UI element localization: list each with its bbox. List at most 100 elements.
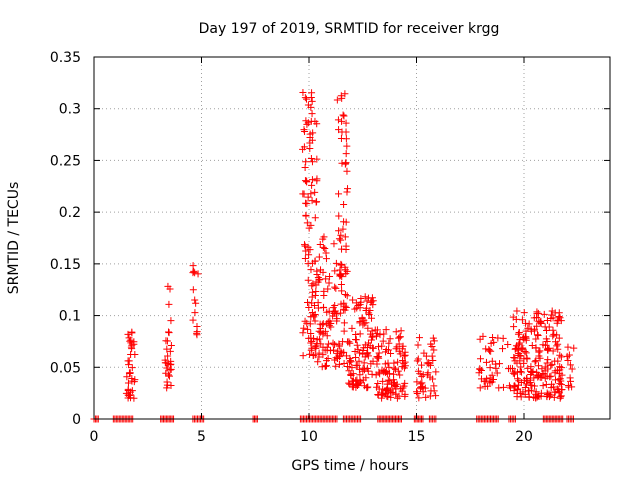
data-point [536, 318, 544, 326]
data-point [345, 338, 353, 346]
data-point [308, 344, 316, 352]
data-point [191, 309, 199, 317]
data-point [346, 380, 354, 388]
data-point [496, 360, 504, 368]
data-point [476, 365, 484, 373]
data-point [163, 381, 171, 389]
data-point [189, 286, 197, 294]
data-point [333, 317, 341, 325]
data-point [564, 343, 572, 351]
data-point [527, 363, 535, 371]
data-point [353, 376, 361, 384]
data-point [535, 372, 543, 380]
data-point [489, 375, 497, 383]
data-point [323, 362, 331, 370]
data-point [312, 198, 320, 206]
data-point [532, 357, 540, 365]
data-point [331, 267, 339, 275]
data-point [374, 390, 382, 398]
data-point [526, 378, 534, 386]
data-point [376, 370, 384, 378]
data-point [391, 365, 399, 373]
data-point [314, 299, 322, 307]
data-point [513, 375, 521, 383]
data-point [493, 369, 501, 377]
data-point [382, 326, 390, 334]
data-point [352, 381, 360, 389]
data-point [363, 365, 371, 373]
data-point [308, 97, 316, 105]
data-point [352, 361, 360, 369]
data-point [304, 101, 312, 109]
data-point [352, 336, 360, 344]
data-point [429, 375, 437, 383]
data-point [126, 369, 134, 377]
data-point [337, 231, 345, 239]
data-point [308, 309, 316, 317]
data-point [379, 337, 387, 345]
data-point [385, 346, 393, 354]
data-point [421, 384, 429, 392]
data-point [390, 359, 398, 367]
data-point [397, 327, 405, 335]
data-point [429, 356, 437, 364]
data-point [557, 393, 565, 401]
data-point [131, 351, 139, 359]
data-point [131, 376, 139, 384]
data-point [338, 117, 346, 125]
data-point [358, 315, 366, 323]
data-point [343, 292, 351, 300]
data-point [532, 335, 540, 343]
data-point [191, 296, 199, 304]
data-point [312, 342, 320, 350]
data-point [565, 351, 573, 359]
data-point [530, 314, 538, 322]
data-point [509, 313, 517, 321]
data-point [315, 253, 323, 261]
data-point [315, 276, 323, 284]
data-point [300, 126, 308, 134]
data-point [339, 111, 347, 119]
y-tick-label: 0.05 [50, 360, 81, 376]
data-point [482, 358, 490, 366]
data-point [517, 393, 525, 401]
data-point [539, 371, 547, 379]
y-tick-label: 0.15 [50, 257, 81, 273]
data-point [387, 389, 395, 397]
data-point [390, 370, 398, 378]
data-point [125, 334, 133, 342]
data-point [381, 390, 389, 398]
data-point [556, 380, 564, 388]
data-point [348, 364, 356, 372]
data-point [311, 317, 319, 325]
data-point [557, 392, 565, 400]
data-point [378, 394, 386, 402]
data-point [307, 339, 315, 347]
data-point [385, 363, 393, 371]
data-point [304, 243, 312, 251]
data-point [324, 355, 332, 363]
data-point [543, 346, 551, 354]
data-point [515, 340, 523, 348]
data-point [334, 116, 342, 124]
data-point [394, 367, 402, 375]
data-point [499, 334, 507, 342]
data-point [360, 359, 368, 367]
data-point [422, 393, 430, 401]
data-point [306, 139, 314, 147]
data-point [521, 348, 529, 356]
data-point [163, 345, 171, 353]
data-point [511, 383, 519, 391]
data-point [340, 112, 348, 120]
data-point [540, 310, 548, 318]
data-point [418, 379, 426, 387]
data-point [166, 347, 174, 355]
data-point [301, 164, 309, 172]
data-point [342, 135, 350, 143]
data-point [558, 371, 566, 379]
data-point [306, 320, 314, 328]
data-point [506, 364, 514, 372]
data-point [304, 276, 312, 284]
y-tick-label: 0.25 [50, 153, 81, 169]
data-point [396, 350, 404, 358]
